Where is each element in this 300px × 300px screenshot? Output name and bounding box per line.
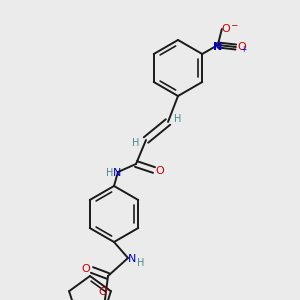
Text: O: O [221, 24, 230, 34]
Text: N: N [213, 42, 223, 52]
Text: +: + [241, 46, 247, 55]
Text: H: H [137, 258, 145, 268]
Text: H: H [174, 114, 182, 124]
Text: O: O [156, 166, 164, 176]
Text: O: O [238, 42, 246, 52]
Text: −: − [230, 20, 238, 29]
Text: H: H [106, 168, 114, 178]
Text: O: O [82, 264, 90, 274]
Text: N: N [128, 254, 136, 264]
Text: O: O [98, 287, 107, 297]
Text: N: N [113, 168, 121, 178]
Text: H: H [132, 138, 140, 148]
